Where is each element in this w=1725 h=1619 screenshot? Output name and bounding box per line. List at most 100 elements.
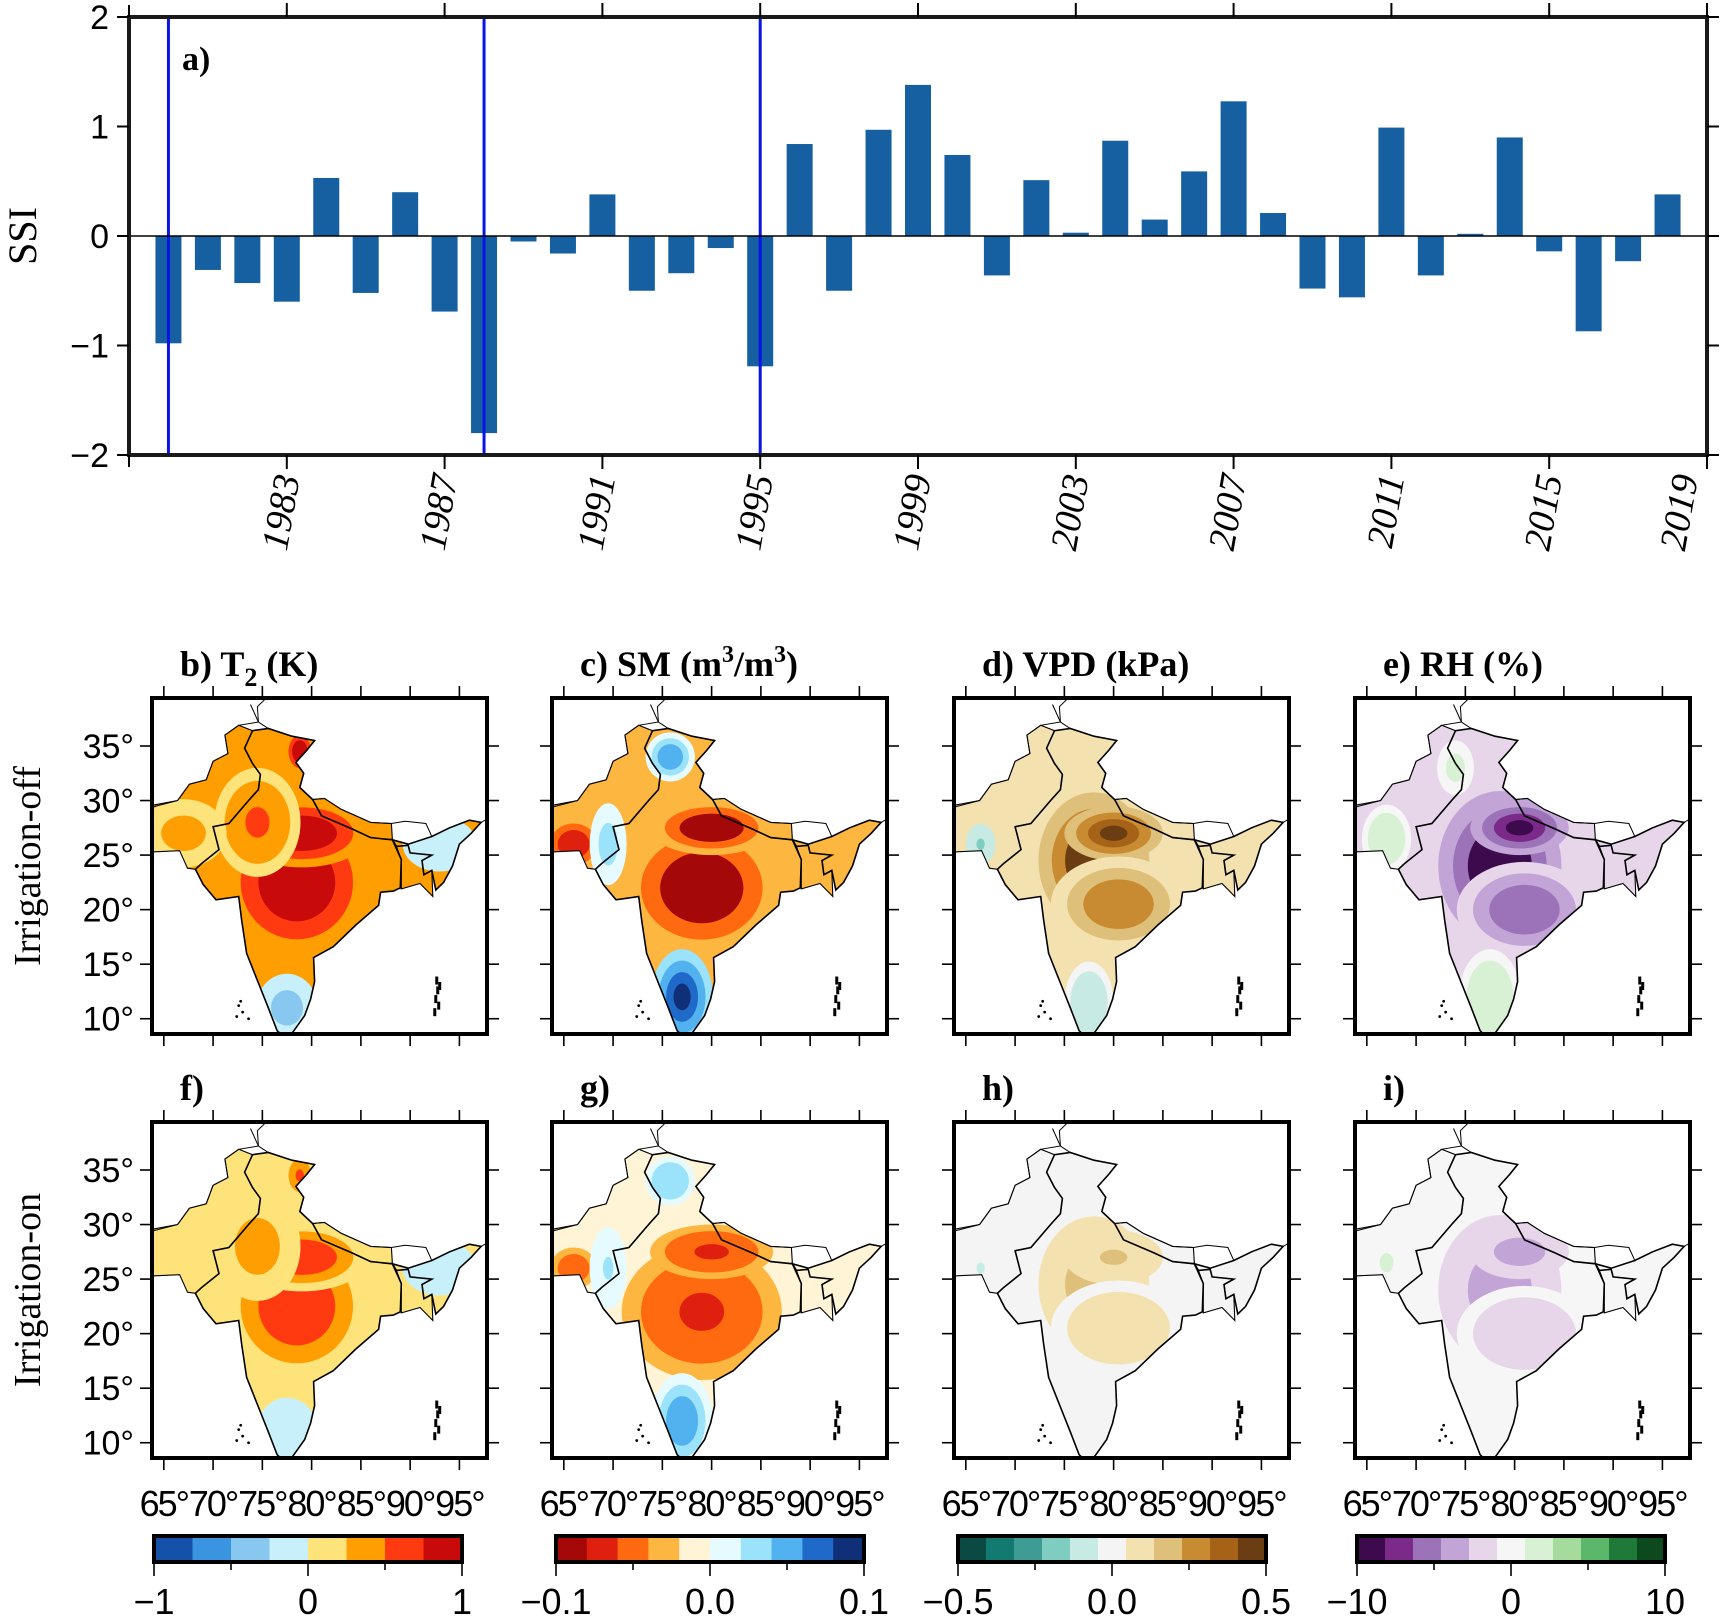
colorbar-swatch <box>423 1536 463 1562</box>
lon-tick-label: 85° <box>1139 1483 1188 1524</box>
island <box>835 976 839 985</box>
bar-2017 <box>1615 236 1642 262</box>
island <box>1235 1008 1239 1017</box>
country-border <box>1052 1128 1289 1262</box>
bar-2010 <box>1338 236 1365 298</box>
lat-tick-label: 35° <box>83 1152 134 1190</box>
island <box>1043 1434 1047 1438</box>
map-panel-i: 65° 70° 75° 80° 85° 90° 95° i) <box>1343 1068 1702 1524</box>
island <box>1239 1001 1243 1010</box>
island <box>838 1406 842 1414</box>
colorbar-swatch <box>269 1536 309 1562</box>
lat-tick-label: 15° <box>83 1370 134 1408</box>
colorbar-swatch <box>231 1536 270 1562</box>
y-tick-label: 0 <box>90 218 109 256</box>
colorbar-swatch <box>740 1536 773 1562</box>
map-frame <box>550 696 889 1036</box>
map-panel-g: 65° 70° 75° 80° 85° 90° 95° g) <box>540 1068 899 1524</box>
x-tick-label: 1991 <box>570 471 625 553</box>
island <box>247 1017 250 1021</box>
island <box>1638 976 1642 985</box>
colorbar-swatch <box>802 1536 834 1562</box>
island <box>1240 982 1244 990</box>
country-border <box>650 704 887 838</box>
panel-title-e: e) RH (%) <box>1383 644 1543 684</box>
island <box>1041 999 1045 1003</box>
anomaly-contour <box>976 838 985 850</box>
island <box>436 1410 440 1419</box>
anomaly-contour <box>602 1256 614 1280</box>
island <box>1444 1434 1448 1438</box>
island <box>1640 1425 1644 1434</box>
island <box>1039 1004 1043 1008</box>
colorbar-tick-label: 0.0 <box>1087 1581 1137 1619</box>
x-tick-label: 2003 <box>1043 471 1098 553</box>
lat-tick-label: 30° <box>83 783 134 821</box>
island <box>1240 1406 1244 1414</box>
colorbar-swatch <box>1581 1536 1610 1562</box>
lat-tick-label: 30° <box>83 1207 134 1245</box>
anomaly-contour <box>1099 1314 1138 1342</box>
anomaly-contour <box>1450 760 1461 776</box>
bar-1987 <box>431 236 458 312</box>
anomaly-contour <box>1379 1253 1394 1273</box>
lon-tick-label: 65° <box>1343 1483 1392 1524</box>
island <box>637 1004 641 1008</box>
bar-1981 <box>194 236 221 270</box>
bar-1984 <box>313 177 340 236</box>
colorbar-tick-label: 0 <box>298 1581 318 1619</box>
colorbar-swatch <box>385 1536 424 1562</box>
anomaly-contour <box>976 1262 985 1274</box>
colorbar-swatch <box>1469 1536 1498 1562</box>
island <box>1238 986 1242 995</box>
x-tick-label: 1983 <box>254 471 309 553</box>
map-content <box>954 698 1289 1034</box>
map-panel-f: 65° 70° 75° 80° 85° 90° 95° 35° 30° 25° 20° 15° 10° f… <box>83 1068 499 1524</box>
lon-tick-label: 75° <box>1040 1483 1089 1524</box>
island <box>1442 999 1446 1003</box>
island <box>1236 1419 1240 1428</box>
island <box>438 1406 442 1414</box>
island <box>438 982 442 990</box>
island <box>1037 1439 1041 1442</box>
island <box>433 1008 437 1017</box>
anomaly-contour <box>1481 983 1499 1011</box>
panel-title-b: b) T2 (K) <box>180 644 318 692</box>
colorbar-swatch <box>679 1536 711 1562</box>
bar-2007 <box>1220 101 1247 236</box>
colorbar-rh: −10 0 10 <box>1326 1534 1685 1619</box>
anomaly-contour <box>565 1260 583 1276</box>
bar-2015 <box>1536 236 1563 252</box>
island <box>833 1008 837 1017</box>
island <box>437 1001 441 1010</box>
map-content <box>1355 698 1690 1034</box>
x-tick-label: 2011 <box>1359 471 1413 550</box>
anomaly-contour <box>663 750 678 764</box>
island <box>833 1432 837 1441</box>
y-tick-label: −1 <box>70 328 109 366</box>
island <box>235 1439 239 1442</box>
island <box>1440 1428 1444 1432</box>
colorbar-swatch <box>1553 1536 1582 1562</box>
anomaly-contour <box>171 823 196 843</box>
panel-title-g: g) <box>580 1068 610 1108</box>
bar-1996 <box>786 144 813 236</box>
x-tick-label: 2007 <box>1201 469 1256 553</box>
bar-2001 <box>983 236 1010 276</box>
colorbar-swatch <box>192 1536 232 1562</box>
anomaly-contour <box>602 832 614 856</box>
island <box>434 1419 438 1428</box>
bar-1999 <box>905 84 931 236</box>
island <box>241 1010 245 1014</box>
island <box>637 1428 641 1432</box>
island <box>647 1017 650 1021</box>
bar-2006 <box>1181 171 1208 236</box>
island <box>1638 1400 1642 1409</box>
y-axis-label: SSI <box>0 207 45 265</box>
bar-1991 <box>589 194 616 236</box>
bar-2014 <box>1496 137 1523 236</box>
bar-2013 <box>1457 233 1484 236</box>
anomaly-contour <box>1099 890 1138 918</box>
island <box>837 1425 841 1434</box>
lon-tick-label: 95° <box>1638 1483 1687 1524</box>
